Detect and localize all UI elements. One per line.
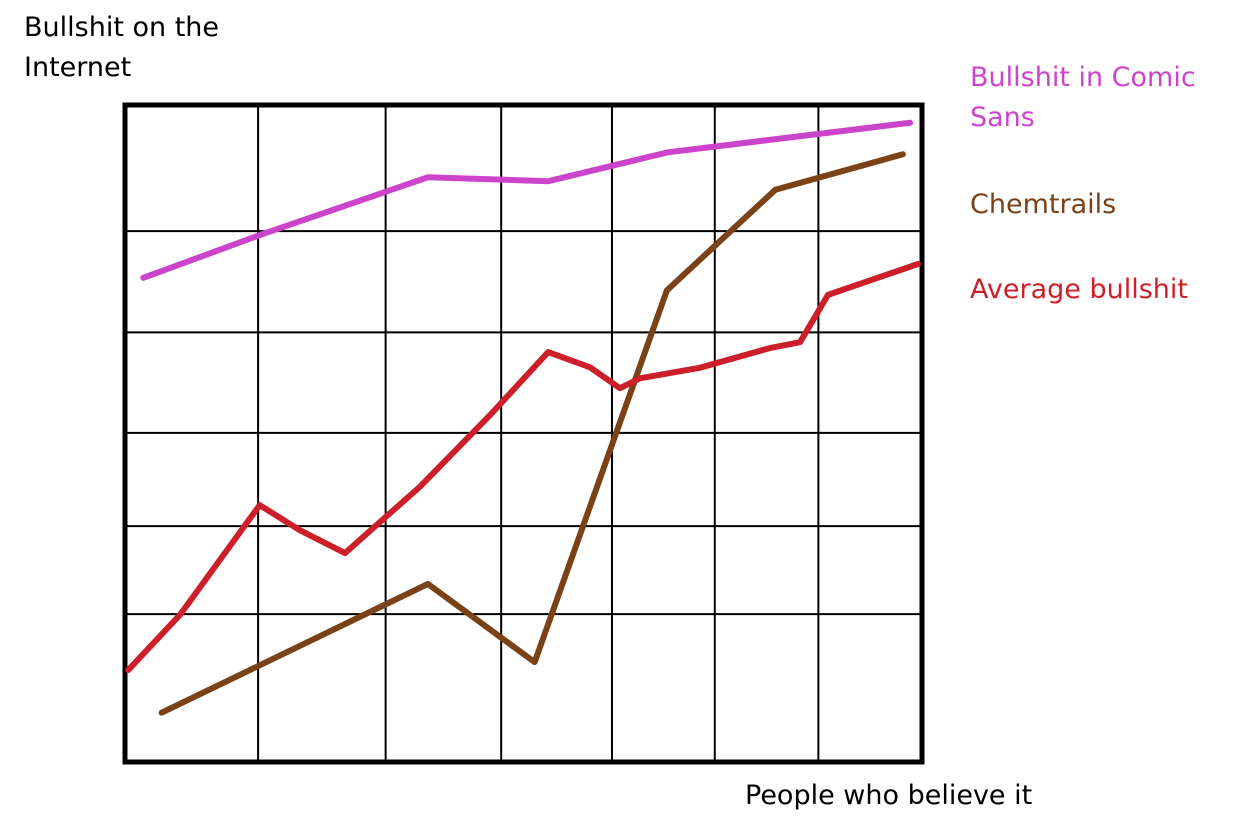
- series-line: [140, 119, 914, 281]
- series-line: [125, 260, 922, 674]
- plot-frame: [122, 102, 925, 765]
- legend-entry: Bullshit in Comic Sans: [970, 62, 1196, 133]
- series-line: [158, 151, 906, 716]
- x-axis-title: People who believe it: [745, 780, 1033, 811]
- y-axis-title: Bullshit on the Internet: [24, 12, 220, 83]
- legend-entry: Average bullshit: [970, 274, 1188, 305]
- legend-entry: Chemtrails: [970, 189, 1117, 220]
